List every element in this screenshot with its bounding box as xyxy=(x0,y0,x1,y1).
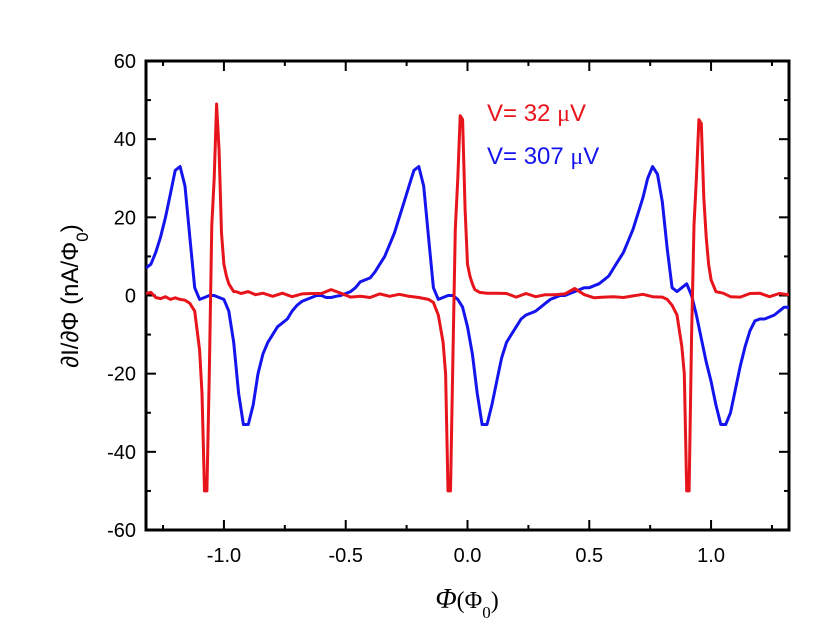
legend-entry-v32-label: V= 32 xyxy=(487,100,557,127)
x-tick-label-4: 1.0 xyxy=(697,545,725,567)
x-tick-label-3: 0.5 xyxy=(575,545,603,567)
legend-entry-v307-label: V= 307 xyxy=(487,143,570,170)
x-tick-label-2: 0.0 xyxy=(454,545,482,567)
x-axis-title-open: ( xyxy=(457,588,465,614)
y-tick-label-2: -20 xyxy=(107,364,136,386)
legend-entry-v307-mu: μ xyxy=(570,144,583,170)
x-axis-title-unit: Φ xyxy=(465,588,483,614)
y-tick-label-5: 40 xyxy=(114,129,136,151)
x-axis-title: Φ(Φ0) xyxy=(435,584,498,622)
x-axis-title-symbol: Φ xyxy=(435,584,456,615)
x-axis-ticks xyxy=(162,61,773,530)
y-axis-title-sub: 0 xyxy=(73,232,92,241)
x-tick-label-0: -1.0 xyxy=(207,545,241,567)
x-tick-label-1: -0.5 xyxy=(328,545,362,567)
y-axis-title-suffix: ) xyxy=(57,224,84,232)
x-axis-title-close: ) xyxy=(491,588,499,614)
legend-entry-v32: V= 32 μV xyxy=(487,100,586,127)
series-line-v307 xyxy=(146,165,789,426)
y-tick-label-6: 60 xyxy=(114,51,136,73)
y-tick-label-1: -40 xyxy=(107,442,136,464)
legend-entry-v307-unit: V xyxy=(583,143,599,170)
y-axis-tick-labels: -60 -40 -20 0 20 40 60 xyxy=(107,51,136,542)
series-line-v32 xyxy=(146,102,789,493)
series-group xyxy=(146,102,789,493)
y-tick-label-0: -60 xyxy=(107,520,136,542)
legend-entry-v32-unit: V xyxy=(570,100,586,127)
legend-entry-v307: V= 307 μV xyxy=(487,143,599,170)
y-axis-title-prefix: ∂I/∂Φ (nA/Φ xyxy=(57,242,84,368)
legend-entry-v32-mu: μ xyxy=(557,101,570,127)
y-axis-title: ∂I/∂Φ (nA/Φ0) xyxy=(57,224,92,368)
y-tick-label-4: 20 xyxy=(114,207,136,229)
legend: V= 32 μV V= 307 μV xyxy=(487,100,599,170)
y-tick-label-3: 0 xyxy=(125,286,136,308)
x-axis-title-unit-sub: 0 xyxy=(482,603,491,622)
x-axis-tick-labels: -1.0 -0.5 0.0 0.5 1.0 xyxy=(207,545,725,567)
